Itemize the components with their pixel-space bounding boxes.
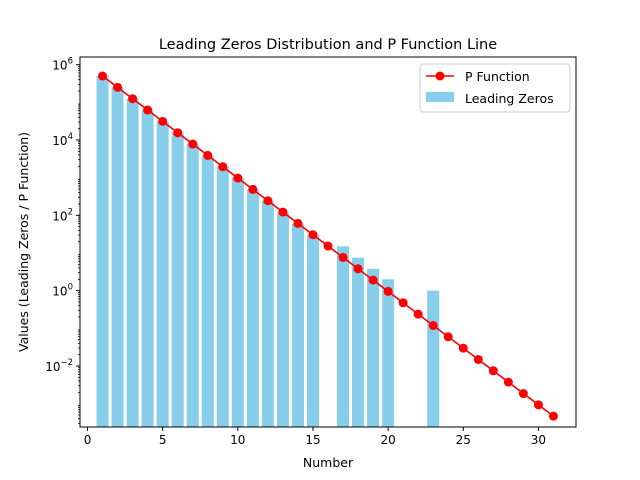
x-axis-label: Number: [303, 455, 354, 470]
p-function-point-4: [143, 105, 153, 115]
legend-p-function-marker: [435, 71, 445, 81]
p-function-point-2: [113, 82, 123, 92]
y-tick-label: 100: [52, 283, 73, 299]
bar-10: [231, 178, 244, 427]
bar-15: [306, 235, 319, 427]
p-function-point-1: [98, 71, 108, 81]
p-function-point-26: [473, 354, 483, 364]
bar-14: [291, 223, 304, 427]
chart-title: Leading Zeros Distribution and P Functio…: [159, 37, 497, 53]
legend-leading-zeros-label: Leading Zeros: [465, 91, 554, 106]
bar-9: [216, 166, 229, 427]
p-function-point-14: [293, 218, 303, 228]
bar-3: [126, 98, 139, 428]
legend: P Function Leading Zeros: [419, 63, 571, 113]
p-function-point-30: [533, 400, 543, 410]
x-tick-label-10: 10: [230, 433, 245, 447]
bar-11: [246, 189, 259, 427]
p-function-point-18: [353, 264, 363, 274]
bar-4: [141, 110, 154, 427]
bar-1: [96, 76, 109, 427]
p-function-point-21: [398, 298, 408, 308]
p-function-point-27: [488, 366, 498, 376]
p-function-point-13: [278, 207, 288, 217]
y-tick-label: 10−2: [45, 358, 73, 374]
bar-20: [382, 279, 395, 427]
bar-17: [337, 246, 350, 427]
p-function-point-25: [458, 343, 468, 353]
p-function-point-3: [128, 94, 138, 104]
y-axis-label: Values (Leading Zeros / P Function): [16, 132, 31, 352]
legend-p-function-label: P Function: [465, 69, 530, 84]
p-function-point-29: [518, 389, 528, 399]
p-function-point-6: [173, 128, 183, 138]
p-function-point-12: [263, 196, 273, 206]
x-tick-label-25: 25: [456, 433, 471, 447]
axes-layer: 0 5 10 15 20 25 30 10−2 100 102 104 106: [45, 56, 577, 447]
legend-leading-zeros-swatch: [426, 92, 454, 102]
p-function-point-15: [308, 230, 318, 240]
bar-6: [171, 132, 184, 428]
p-function-point-20: [383, 286, 393, 296]
line-layer: [98, 71, 558, 421]
bar-8: [201, 155, 214, 427]
y-tick-label: 106: [52, 57, 73, 73]
bar-2: [111, 87, 124, 427]
p-function-point-5: [158, 116, 168, 126]
y-tick-label: 104: [52, 132, 73, 148]
x-tick-label-30: 30: [531, 433, 546, 447]
p-function-point-10: [233, 173, 243, 183]
p-function-point-17: [338, 252, 348, 262]
x-tick-label-15: 15: [305, 433, 320, 447]
bar-5: [156, 121, 169, 427]
p-function-point-19: [368, 275, 378, 285]
bar-7: [186, 144, 199, 427]
p-function-point-22: [413, 309, 423, 319]
y-tick-label: 102: [52, 207, 73, 223]
bar-12: [261, 201, 274, 427]
bars-layer: [96, 76, 440, 428]
bar-18: [352, 257, 365, 427]
p-function-point-28: [503, 377, 513, 387]
p-function-point-7: [188, 139, 198, 149]
x-tick-label-20: 20: [380, 433, 395, 447]
p-function-point-8: [203, 150, 213, 160]
p-function-point-23: [428, 320, 438, 330]
x-tick-label-5: 5: [159, 433, 167, 447]
p-function-point-31: [548, 411, 558, 421]
p-function-point-24: [443, 332, 453, 342]
x-tick-label-0: 0: [84, 433, 92, 447]
bar-23: [427, 290, 440, 427]
p-function-point-9: [218, 162, 228, 172]
bar-13: [276, 212, 289, 427]
legend-frame: [419, 63, 571, 113]
bar-19: [367, 268, 380, 427]
p-function-point-16: [323, 241, 333, 251]
p-function-point-11: [248, 184, 258, 194]
